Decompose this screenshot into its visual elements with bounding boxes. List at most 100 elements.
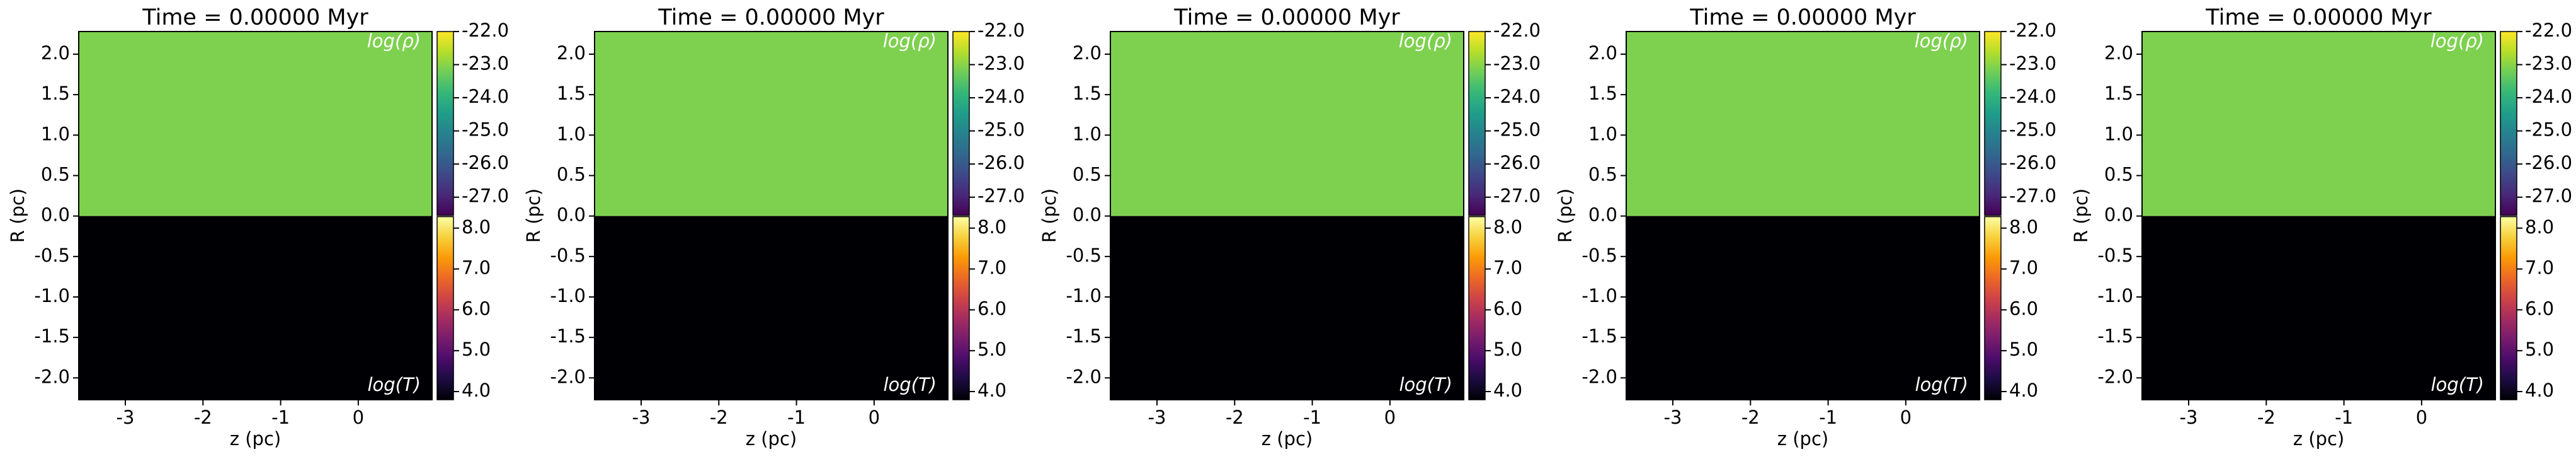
y-tick-label: -1.5 bbox=[550, 325, 586, 347]
field-region bbox=[1626, 216, 1980, 400]
colorbar-tick-label: -27.0 bbox=[462, 185, 509, 207]
y-tick-label: 1.0 bbox=[557, 123, 586, 144]
y-axis-label: R (pc) bbox=[1554, 189, 1576, 243]
colorbar-tick-label: -24.0 bbox=[1493, 86, 1541, 107]
colorbar-tick-label: 4.0 bbox=[977, 380, 1006, 401]
y-tick-label: 1.0 bbox=[1588, 123, 1617, 144]
colorbar-tick-label: -25.0 bbox=[977, 119, 1025, 141]
colorbar-tick-label: 5.0 bbox=[2525, 339, 2554, 360]
colorbar-tick-label: 8.0 bbox=[1493, 216, 1522, 238]
colorbar-tick-label: -25.0 bbox=[2525, 119, 2572, 141]
y-tick-label: -0.5 bbox=[550, 245, 586, 266]
colorbar-tick-label: 7.0 bbox=[1493, 257, 1522, 279]
x-tick-label: -1 bbox=[1819, 407, 1837, 428]
colorbar-tick-label: 5.0 bbox=[1493, 339, 1522, 360]
colorbar-tick-label: -23.0 bbox=[462, 53, 509, 74]
colorbar-tick-label: -27.0 bbox=[2525, 185, 2572, 207]
y-tick-label: 1.5 bbox=[1588, 83, 1617, 104]
colorbar-tick-label: -27.0 bbox=[1493, 185, 1541, 207]
colorbar-tick-label: 4.0 bbox=[1493, 380, 1522, 401]
colorbar-tick-label: -22.0 bbox=[2009, 20, 2056, 41]
field-region bbox=[1110, 32, 1464, 216]
y-tick-label: -1.5 bbox=[34, 325, 70, 347]
field-label: log(T) bbox=[2431, 374, 2484, 395]
colorbar-tick-label: -27.0 bbox=[977, 185, 1025, 207]
x-axis-label: z (pc) bbox=[230, 428, 281, 450]
panel: Time = 0.00000 Myrlog(ρ)-27.0-26.0-25.0-… bbox=[523, 5, 1025, 450]
colorbar-tick-label: 8.0 bbox=[2525, 216, 2554, 238]
y-tick-label: 2.0 bbox=[1588, 42, 1617, 64]
colorbar bbox=[2500, 216, 2517, 400]
x-tick-label: -1 bbox=[271, 407, 290, 428]
colorbar-tick-label: 8.0 bbox=[462, 216, 491, 238]
y-tick-label: 1.5 bbox=[2104, 83, 2133, 104]
colorbar-tick-label: -26.0 bbox=[2009, 152, 2056, 173]
y-axis-label: R (pc) bbox=[7, 189, 28, 243]
x-tick-label: 0 bbox=[1900, 407, 1912, 428]
y-tick-label: 0.0 bbox=[41, 204, 70, 226]
panel-title: Time = 0.00000 Myr bbox=[142, 5, 368, 30]
panel-title: Time = 0.00000 Myr bbox=[2205, 5, 2432, 30]
y-tick-label: -1.5 bbox=[1066, 325, 1102, 347]
colorbar-tick-label: 5.0 bbox=[462, 339, 491, 360]
x-tick-label: -3 bbox=[1148, 407, 1166, 428]
panel: Time = 0.00000 Myrlog(ρ)-27.0-26.0-25.0-… bbox=[2070, 5, 2572, 450]
y-tick-label: 0.0 bbox=[1073, 204, 1102, 226]
y-tick-label: -2.0 bbox=[1582, 366, 1617, 387]
field-label: log(ρ) bbox=[1915, 30, 1968, 52]
x-tick-label: -3 bbox=[117, 407, 135, 428]
x-tick-label: -2 bbox=[710, 407, 728, 428]
colorbar-tick-label: -24.0 bbox=[462, 86, 509, 107]
colorbar bbox=[1984, 216, 2002, 400]
x-tick-label: -1 bbox=[787, 407, 806, 428]
colorbar-tick-label: 7.0 bbox=[977, 257, 1006, 279]
colorbar-tick-label: -26.0 bbox=[462, 152, 509, 173]
y-tick-label: 0.0 bbox=[557, 204, 586, 226]
y-tick-label: -0.5 bbox=[34, 245, 70, 266]
colorbar bbox=[952, 216, 970, 400]
y-tick-label: 2.0 bbox=[2104, 42, 2133, 64]
colorbar-tick-label: -24.0 bbox=[977, 86, 1025, 107]
colorbar bbox=[436, 216, 454, 400]
y-tick-label: 2.0 bbox=[41, 42, 70, 64]
panel-title: Time = 0.00000 Myr bbox=[658, 5, 884, 30]
colorbar-tick-label: 5.0 bbox=[977, 339, 1006, 360]
x-tick-label: -1 bbox=[1303, 407, 1321, 428]
colorbar-tick-label: -26.0 bbox=[2525, 152, 2572, 173]
colorbar-tick-label: -22.0 bbox=[1493, 20, 1541, 41]
colorbar bbox=[1468, 216, 1486, 400]
y-axis-label: R (pc) bbox=[523, 189, 544, 243]
colorbar-tick-label: -25.0 bbox=[1493, 119, 1541, 141]
field-region bbox=[79, 216, 432, 400]
y-axis-label: R (pc) bbox=[2070, 189, 2092, 243]
y-tick-label: -1.5 bbox=[2097, 325, 2133, 347]
colorbar-tick-label: -23.0 bbox=[1493, 53, 1541, 74]
y-tick-label: -2.0 bbox=[34, 366, 70, 387]
y-tick-label: 0.5 bbox=[1073, 163, 1102, 185]
colorbar-tick-label: -23.0 bbox=[977, 53, 1025, 74]
colorbar-tick-label: 6.0 bbox=[977, 298, 1006, 319]
colorbar bbox=[952, 31, 970, 216]
x-axis-label: z (pc) bbox=[1262, 428, 1313, 450]
colorbar bbox=[1984, 31, 2002, 216]
y-tick-label: 1.5 bbox=[557, 83, 586, 104]
y-tick-label: 2.0 bbox=[557, 42, 586, 64]
y-tick-label: -0.5 bbox=[2097, 245, 2133, 266]
panel-title: Time = 0.00000 Myr bbox=[1689, 5, 1916, 30]
colorbar-tick-label: 7.0 bbox=[2525, 257, 2554, 279]
x-tick-label: 0 bbox=[1384, 407, 1396, 428]
y-tick-label: 1.5 bbox=[1073, 83, 1102, 104]
colorbar-tick-label: -24.0 bbox=[2009, 86, 2056, 107]
colorbar-tick-label: -22.0 bbox=[977, 20, 1025, 41]
colorbar-tick-label: -26.0 bbox=[977, 152, 1025, 173]
panel: Time = 0.00000 Myrlog(ρ)-27.0-26.0-25.0-… bbox=[7, 5, 509, 450]
colorbar-tick-label: -22.0 bbox=[462, 20, 509, 41]
colorbar bbox=[2500, 31, 2517, 216]
y-tick-label: 0.0 bbox=[2104, 204, 2133, 226]
field-region bbox=[79, 32, 432, 216]
colorbar-tick-label: -25.0 bbox=[462, 119, 509, 141]
colorbar-tick-label: -23.0 bbox=[2525, 53, 2572, 74]
x-tick-label: -3 bbox=[632, 407, 651, 428]
field-label: log(T) bbox=[367, 374, 421, 395]
